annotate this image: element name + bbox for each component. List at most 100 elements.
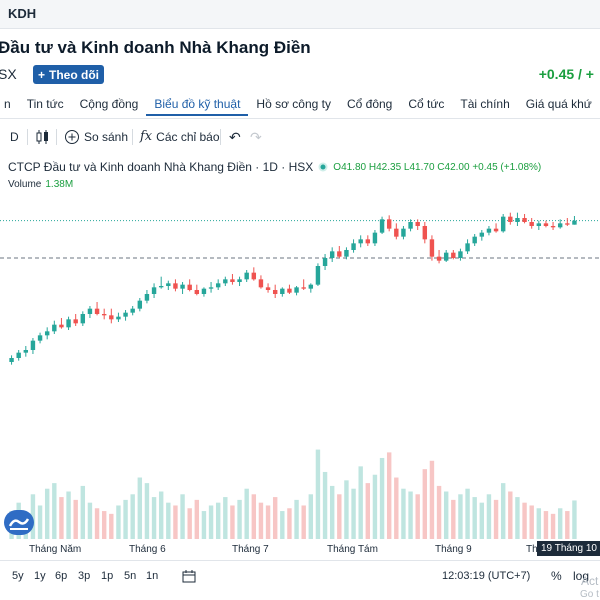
candlestick [123, 310, 128, 321]
compare-button[interactable]: So sánh [64, 128, 128, 146]
volume-bar [244, 488, 249, 539]
tab-price-history[interactable]: Giá quá khứ [525, 97, 592, 111]
ohlc-values: O41.80 H42.35 L41.70 C42.00 +0.45 (+1.08… [333, 162, 541, 173]
candlestick [187, 279, 192, 292]
candlestick [173, 279, 178, 292]
volume-bar [394, 477, 399, 539]
follow-label: Theo dõi [49, 67, 99, 82]
candlestick [101, 308, 107, 320]
market-status-icon [318, 162, 328, 172]
add-circle-icon [65, 130, 79, 144]
volume-label: Volume [8, 179, 42, 190]
candlestick [401, 226, 406, 240]
volume-bar [301, 505, 306, 539]
tab-shareholders[interactable]: Cổ đông [346, 97, 393, 111]
volume-bar [294, 499, 299, 539]
volume-bar [550, 513, 556, 539]
candlestick [158, 276, 164, 289]
volume-bar [265, 505, 271, 539]
percent-scale-toggle[interactable]: % [551, 569, 562, 583]
volume-bar [308, 494, 314, 539]
interval-selector[interactable]: D [10, 130, 19, 144]
volume-bar [94, 508, 100, 539]
volume-bar [123, 499, 128, 539]
candlestick [308, 283, 314, 293]
candlestick [258, 275, 264, 289]
volume-bar [237, 499, 242, 539]
candlestick [536, 220, 542, 230]
candlestick [565, 218, 570, 226]
tab-dividends[interactable]: Cổ tức [408, 97, 445, 111]
volume-bar [315, 449, 321, 539]
candlestick [479, 230, 485, 241]
candlestick [137, 298, 143, 312]
candlestick [415, 219, 420, 230]
volume-bar [458, 494, 463, 539]
redo-icon[interactable]: ↷ [250, 129, 262, 145]
volume-bar [408, 491, 413, 539]
time-label: Th [526, 544, 538, 555]
candlestick [201, 287, 207, 297]
candlestick [486, 226, 492, 236]
follow-button[interactable]: + Theo dõi [33, 65, 104, 84]
toolbar-divider [220, 129, 221, 145]
volume-bar [379, 457, 385, 539]
volume-bar [258, 502, 264, 539]
volume-bar [166, 502, 171, 539]
tabs-divider [0, 118, 600, 119]
ticker-symbol: KDH [8, 6, 37, 21]
log-scale-toggle[interactable]: log [573, 569, 590, 583]
volume-bar [37, 505, 43, 539]
time-label: Tháng 6 [129, 544, 166, 555]
candlestick [66, 316, 71, 330]
change-value: +0.45 (+1.08%) [472, 161, 542, 173]
candlestick [52, 320, 57, 334]
candlestick [458, 248, 463, 261]
range-3m[interactable]: 3p [78, 570, 91, 582]
range-5y[interactable]: 5y [12, 570, 24, 582]
candlestick [215, 279, 221, 290]
time-label: Tháng Tám [327, 544, 378, 555]
volume-bar [515, 497, 520, 539]
range-5d[interactable]: 5n [124, 570, 137, 582]
date-range-icon[interactable] [182, 570, 196, 586]
tab-finance[interactable]: Tài chính [460, 97, 510, 111]
tab-news[interactable]: Tin tức [26, 97, 64, 111]
candlestick [194, 284, 200, 296]
price-chart[interactable] [0, 189, 600, 541]
range-1m[interactable]: 1p [101, 570, 114, 582]
volume-bar [158, 491, 164, 539]
candlestick [472, 234, 477, 246]
candlestick [465, 239, 470, 254]
tab-community[interactable]: Cộng đồng [79, 97, 139, 111]
toolbar-divider [27, 129, 28, 145]
indicators-button[interactable]: fx Các chỉ báo [140, 128, 220, 146]
range-6m[interactable]: 6p [55, 570, 68, 582]
high-value: H42.35 [368, 161, 402, 173]
chart-legend: CTCP Đầu tư và Kinh doanh Nhà Khang Điền… [8, 160, 541, 174]
undo-icon[interactable]: ↶ [229, 129, 241, 145]
volume-bar [137, 477, 143, 539]
volume-bar [194, 499, 200, 539]
candlestick [365, 235, 371, 246]
range-1d[interactable]: 1n [146, 570, 159, 582]
candle-style-icon[interactable] [34, 128, 50, 146]
candlestick [73, 314, 78, 326]
candlestick [87, 306, 93, 318]
candlestick [436, 250, 442, 264]
tab-overview[interactable]: n [4, 97, 11, 111]
candlestick [322, 254, 328, 270]
clock-readout[interactable]: 12:03:19 (UTC+7) [442, 570, 531, 582]
volume-bar [287, 508, 292, 539]
tab-company-profile[interactable]: Hồ sơ công ty [256, 97, 331, 111]
range-1y[interactable]: 1y [34, 570, 46, 582]
candlestick [251, 267, 257, 281]
candlestick [244, 270, 249, 282]
function-icon: fx [140, 129, 153, 144]
brand-logo[interactable] [4, 510, 34, 535]
volume-bar [365, 483, 371, 539]
volume-bar [109, 513, 114, 539]
volume-bar [508, 491, 513, 539]
tab-technical-chart[interactable]: Biểu đồ kỹ thuật [146, 94, 249, 116]
candlestick [543, 220, 549, 228]
